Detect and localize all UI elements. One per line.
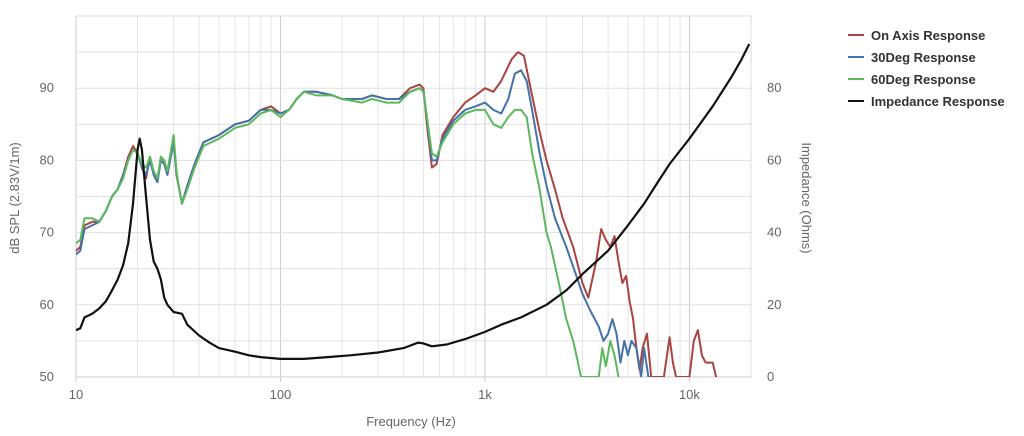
x-tick-label: 1k bbox=[478, 387, 492, 402]
legend-swatch bbox=[848, 34, 864, 36]
grid-lines bbox=[75, 15, 752, 378]
y-tick-label: 70 bbox=[40, 225, 54, 240]
y-tick-label: 80 bbox=[40, 152, 54, 167]
y2-tick-label: 20 bbox=[767, 297, 781, 312]
series-lines bbox=[76, 43, 750, 377]
y-axis-label: dB SPL (2.83V/1m) bbox=[7, 142, 22, 254]
legend-item-60deg[interactable]: 60Deg Response bbox=[848, 68, 1005, 90]
legend-label: 30Deg Response bbox=[871, 49, 976, 65]
legend-item-30deg[interactable]: 30Deg Response bbox=[848, 46, 1005, 68]
legend-item-on-axis[interactable]: On Axis Response bbox=[848, 24, 1005, 46]
x-axis-label: Frequency (Hz) bbox=[366, 414, 456, 429]
y-tick-label: 90 bbox=[40, 80, 54, 95]
x-tick-label: 10k bbox=[679, 387, 700, 402]
legend-label: On Axis Response bbox=[871, 27, 986, 43]
series-line-30deg-response bbox=[76, 69, 653, 377]
y-tick-label: 60 bbox=[40, 297, 54, 312]
y-tick-label: 50 bbox=[40, 369, 54, 384]
y2-tick-label: 60 bbox=[767, 152, 781, 167]
y2-tick-label: 0 bbox=[767, 369, 774, 384]
axes: 10 100 1k 10k 50 60 70 80 90 0 20 40 60 80 bbox=[40, 80, 782, 402]
legend-label: 60Deg Response bbox=[871, 71, 976, 87]
y2-axis-label: Impedance (Ohms) bbox=[799, 142, 814, 253]
x-tick-label: 10 bbox=[69, 387, 83, 402]
legend-swatch bbox=[848, 100, 864, 102]
series-line-on-axis-response bbox=[76, 51, 718, 377]
series-line-impedance-response bbox=[76, 43, 750, 360]
y2-tick-label: 40 bbox=[767, 225, 781, 240]
chart-legend: On Axis Response 30Deg Response 60Deg Re… bbox=[848, 24, 1005, 112]
x-tick-label: 100 bbox=[270, 387, 292, 402]
legend-item-impedance[interactable]: Impedance Response bbox=[848, 90, 1005, 112]
legend-swatch bbox=[848, 56, 864, 58]
legend-label: Impedance Response bbox=[871, 93, 1005, 109]
legend-swatch bbox=[848, 78, 864, 80]
y2-tick-label: 80 bbox=[767, 80, 781, 95]
